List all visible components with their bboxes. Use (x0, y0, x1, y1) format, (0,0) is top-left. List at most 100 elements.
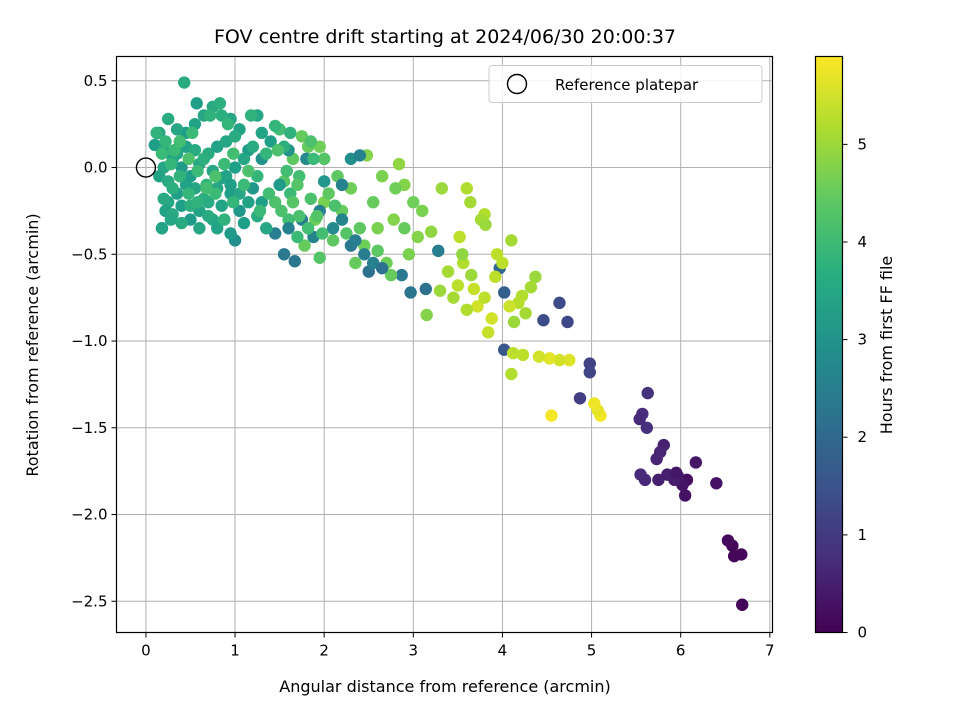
y-axis-label: Rotation from reference (arcmin) (23, 213, 42, 476)
scatter-point (634, 468, 647, 481)
scatter-point (395, 268, 408, 282)
scatter-point (268, 119, 282, 133)
y-tick-label: −1.0 (71, 332, 107, 350)
scatter-point (157, 192, 170, 205)
plot-frame (115, 55, 774, 634)
scatter-point (451, 279, 465, 292)
scatter-point (485, 312, 498, 325)
scatter-point (573, 392, 587, 405)
scatter-point (260, 147, 273, 160)
scatter-point (237, 216, 251, 230)
scatter-point (221, 117, 235, 131)
scatter-point (447, 291, 460, 304)
scatter-point (227, 147, 240, 160)
reference-point (135, 157, 157, 178)
scatter-point (298, 239, 311, 252)
scatter-point (727, 549, 741, 563)
scatter-point (435, 182, 449, 195)
scatter-point (389, 182, 402, 195)
scatter-point (173, 170, 186, 183)
scatter-point (228, 130, 242, 143)
scatter-point (322, 187, 335, 200)
scatter-point (282, 222, 295, 235)
scatter-point (670, 466, 683, 480)
scatter-point (211, 222, 224, 235)
reference-marker (135, 157, 157, 178)
colorbar-tick-label: 1 (858, 526, 868, 544)
scatter-point (335, 178, 349, 192)
scatter-point (349, 256, 362, 270)
scatter-point (307, 152, 320, 166)
scatter-point (340, 227, 353, 240)
scatter-point (353, 222, 367, 235)
x-axis-ticks: 0 1 2 3 4 5 6 7 (141, 632, 775, 660)
scatter-point (264, 135, 277, 148)
scatter-point (507, 315, 521, 329)
scatter-point (200, 182, 213, 195)
scatter-point (260, 222, 273, 235)
x-tick-label: 2 (319, 642, 329, 660)
scatter-point (224, 227, 237, 240)
scatter-point (633, 412, 646, 426)
y-tick-label: −2.0 (71, 506, 107, 524)
scatter-point (268, 196, 282, 209)
scatter-point (424, 225, 438, 238)
y-tick-label: 0.5 (84, 72, 108, 90)
scatter-point (202, 209, 215, 223)
scatter-point (159, 135, 172, 148)
scatter-point (310, 209, 324, 223)
scatter-point (411, 230, 424, 244)
scatter-point (203, 109, 217, 122)
scatter-point (402, 248, 416, 261)
colorbar-tick-label: 0 (858, 624, 868, 642)
scatter-point (304, 135, 318, 148)
scatter-point (328, 199, 342, 212)
scatter-point (190, 97, 203, 110)
scatter-point (218, 213, 231, 226)
scatter-points (148, 76, 749, 611)
y-tick-label: 0.0 (84, 159, 108, 177)
scatter-point (375, 261, 389, 275)
scatter-point (155, 222, 169, 235)
y-tick-label: −2.5 (71, 592, 107, 610)
colorbar-tick-label: 3 (858, 331, 868, 349)
scatter-point (242, 164, 255, 178)
scatter-point (186, 126, 199, 140)
scatter-point (653, 445, 667, 459)
x-tick-label: 4 (498, 642, 508, 660)
scatter-point (271, 143, 285, 157)
x-tick-label: 6 (676, 642, 686, 660)
scatter-point (228, 161, 242, 174)
scatter-point (164, 213, 178, 226)
scatter-point (506, 346, 520, 360)
scatter-point (313, 251, 326, 264)
x-tick-label: 1 (230, 642, 240, 660)
colorbar-tick-label: 5 (858, 135, 868, 153)
scatter-point (173, 135, 186, 148)
scatter-point (471, 300, 484, 313)
scatter-point (316, 227, 329, 240)
y-tick-label: −0.5 (71, 245, 107, 263)
scatter-point (304, 192, 318, 205)
scatter-point (489, 270, 502, 284)
colorbar-label: Hours from first FF file (877, 256, 896, 435)
scatter-point (166, 182, 179, 195)
scatter-point (178, 76, 191, 89)
scatter-point (490, 248, 504, 261)
scatter-point (291, 178, 304, 192)
scatter-point (416, 204, 429, 218)
scatter-point (384, 268, 398, 282)
scatter-point (441, 265, 455, 278)
scatter-point (392, 157, 406, 171)
scatter-point (301, 222, 315, 235)
colorbar-tick-label: 4 (858, 233, 868, 251)
chart-title: FOV centre drift starting at 2024/06/30 … (214, 26, 676, 48)
scatter-point (215, 199, 228, 212)
scatter-point (583, 357, 596, 370)
scatter-point (465, 268, 478, 282)
scatter-point (175, 216, 188, 230)
scatter-point (284, 126, 297, 140)
scatter-point (432, 244, 445, 258)
legend-marker-icon (506, 73, 528, 95)
scatter-point (197, 152, 211, 166)
